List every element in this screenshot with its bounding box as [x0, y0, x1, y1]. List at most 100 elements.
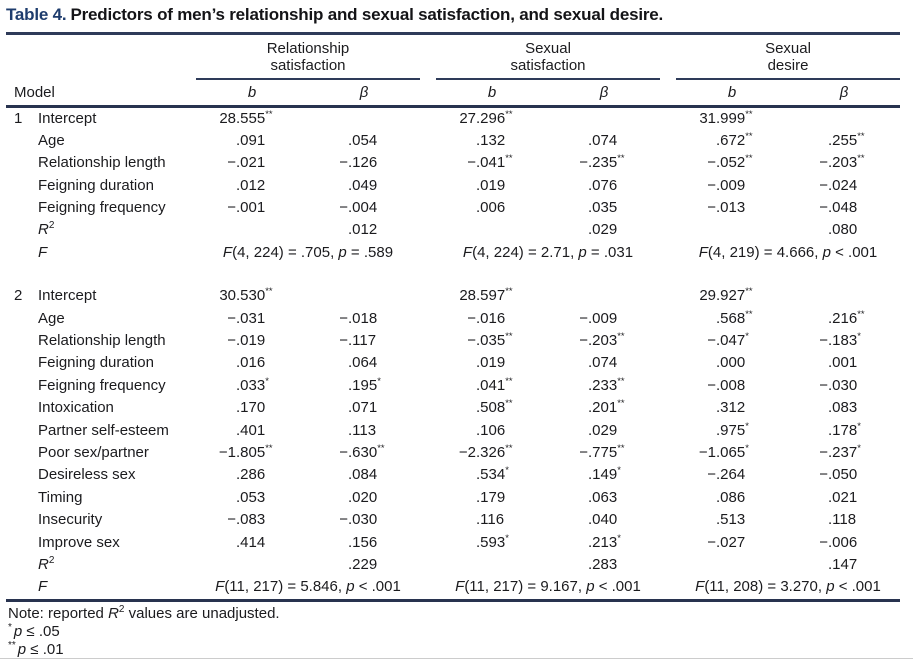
table-row: Partner self-esteem .401 .113 .106 .029 .975*…	[6, 420, 900, 442]
note-r-superscript: 2	[118, 603, 125, 615]
coefficient-cell	[548, 285, 660, 307]
coefficient-cell: .401	[236, 421, 266, 439]
group-label-line: satisfaction	[270, 56, 346, 74]
group-gap	[660, 80, 676, 105]
significance-stars: **	[265, 442, 273, 454]
table-notes: Note: reported R2 values are unadjusted.…	[6, 602, 900, 659]
coefficient-cell: .033*	[236, 375, 269, 394]
column-group-header-row: Relationship satisfaction Sexual satisfa…	[6, 35, 900, 80]
coefficient-cell: − .775**	[579, 442, 625, 461]
coefficient-cell: .568**	[716, 308, 753, 327]
group-gap	[660, 219, 676, 241]
table-row: Feigning frequency .033* .195* .041** .233**…	[6, 375, 900, 397]
significance-stars: **	[857, 130, 865, 142]
coefficient-cell: .076	[588, 176, 618, 194]
significance-stars: *	[505, 465, 509, 477]
group-gap	[660, 576, 676, 598]
table-row: Desireless sex .286 .084 .534* .149* − .264 − .0…	[6, 464, 900, 486]
model-number	[6, 330, 38, 352]
coefficient-cell: − .048	[819, 199, 858, 217]
model-number	[6, 375, 38, 397]
table-caption: Table 4. Predictors of men’s relationship…	[6, 4, 900, 26]
coefficient-cell: 28.597**	[459, 286, 513, 305]
table-row: Poor sex/partner −1.805** − .630** −2.326** −…	[6, 442, 900, 464]
coefficient-cell: .071	[348, 399, 378, 417]
coefficient-cell	[436, 219, 548, 241]
predictor-label: Relationship length	[38, 332, 166, 350]
group-gap	[660, 130, 676, 152]
table-title: Predictors of men’s relationship and sex…	[70, 5, 664, 24]
coefficient-cell	[548, 108, 660, 130]
coefficient-cell	[308, 108, 420, 130]
coefficient-cell: − .006	[819, 533, 858, 551]
coefficient-cell: − .183*	[819, 331, 861, 350]
significance-stars: *	[505, 532, 509, 544]
p-symbol: p	[13, 622, 23, 640]
group-gap	[660, 108, 676, 130]
coefficient-cell: .020	[348, 488, 378, 506]
coefficient-cell	[436, 554, 548, 576]
coefficient-cell: .132	[476, 131, 506, 149]
coefficient-cell: − .021	[227, 154, 266, 172]
significance-stars: **	[505, 153, 513, 165]
coefficient-cell: .029	[588, 221, 618, 239]
note-text: values are unadjusted.	[124, 604, 280, 622]
predictor-label: Intoxication	[38, 399, 114, 417]
coefficient-cell: 30.530**	[219, 286, 273, 305]
sig-note-01: ** p ≤ .01	[8, 640, 900, 659]
coefficient-cell: .049	[348, 176, 378, 194]
table-row: R2 .229 .283 .147	[6, 554, 900, 576]
predictor-label: Timing	[38, 488, 83, 506]
f-statistics-row: F F(4, 224) = .705, p = .589 F(4, 224) = 2…	[6, 242, 900, 264]
model-number	[6, 397, 38, 419]
table-row: Feigning frequency − .001 − .004 .006 .035 − .01…	[6, 197, 900, 219]
group-gap	[420, 420, 436, 442]
significance-stars: *	[745, 331, 749, 343]
coefficient-cell: .080	[828, 221, 858, 239]
model-separator	[6, 264, 900, 285]
coefficient-cell	[676, 554, 788, 576]
significance-stars: *	[617, 465, 621, 477]
page-bottom-rule	[0, 658, 913, 659]
significance-stars: **	[505, 398, 513, 410]
coefficient-cell: .086	[716, 488, 746, 506]
coefficient-cell: − .052**	[707, 153, 753, 172]
group-gap	[420, 464, 436, 486]
significance-stars: **	[505, 108, 513, 120]
coefficient-cell: .170	[236, 399, 266, 417]
predictor-label: R2	[38, 220, 55, 239]
coefficient-cell: .195*	[348, 375, 381, 394]
coefficient-cell	[676, 219, 788, 241]
predictor-label: Insecurity	[38, 511, 103, 529]
coefficient-cell: .286	[236, 466, 266, 484]
coefficient-cell: .229	[348, 555, 378, 573]
coefficient-cell: − .016	[467, 309, 506, 327]
coefficient-cell: .283	[588, 555, 618, 573]
group-gap	[660, 175, 676, 197]
group-gap	[420, 397, 436, 419]
coefficient-cell: − .013	[707, 199, 746, 217]
model-number	[6, 130, 38, 152]
coefficient-cell: .074	[588, 354, 618, 372]
predictor-label: Feigning duration	[38, 176, 154, 194]
coefficient-cell: − .047*	[707, 331, 749, 350]
significance-stars: **	[745, 108, 753, 120]
group-gap	[660, 152, 676, 174]
f-statistic: F(11, 217) = 5.846, p < .001	[215, 578, 401, 596]
coefficient-cell: .012	[348, 221, 378, 239]
col-group-sexual-desire: Sexual desire	[676, 40, 900, 80]
significance-stars: **	[265, 286, 273, 298]
coefficient-cell: −2.326**	[458, 442, 513, 461]
significance-stars: **	[617, 153, 625, 165]
predictor-label: Desireless sex	[38, 466, 136, 484]
group-gap	[420, 108, 436, 130]
coefficient-cell: .414	[236, 533, 266, 551]
coefficient-cell: − .001	[227, 199, 266, 217]
coefficient-cell: .041**	[476, 375, 513, 394]
model-number	[6, 554, 38, 576]
coefficient-cell: .012	[236, 176, 266, 194]
table-row: Age − .031 − .018 − .016 − .009 .568** .216**	[6, 308, 900, 330]
coefficient-cell: .035	[588, 199, 618, 217]
coefficient-cell: .064	[348, 354, 378, 372]
coefficient-cell: .113	[348, 421, 377, 439]
